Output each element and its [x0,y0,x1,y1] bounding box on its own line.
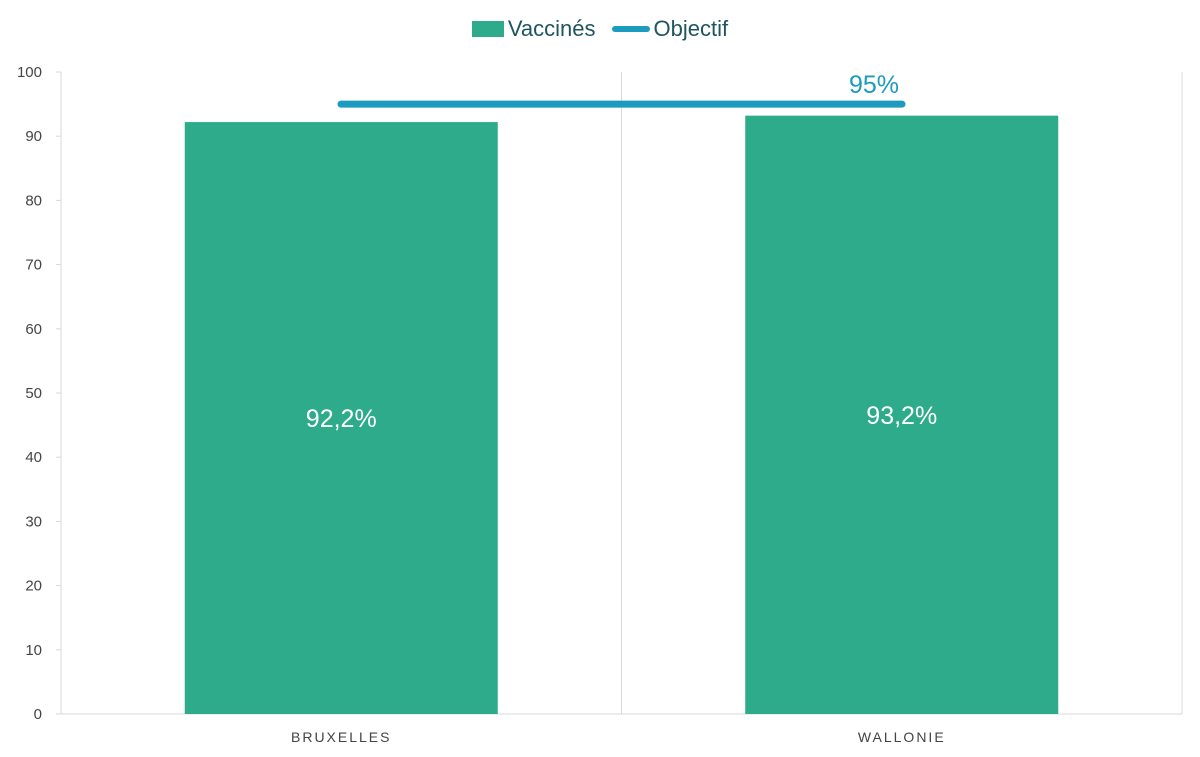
bar-value-label: 93,2% [866,402,937,430]
legend-swatch-objectif [611,26,650,32]
legend-item-vaccines: Vaccinés [471,16,596,42]
y-tick-label: 60 [25,321,42,338]
legend-item-objectif: Objectif [611,16,729,42]
objectif-value-label: 95% [849,71,899,99]
bar-wallonie [745,115,1059,714]
y-tick-label: 100 [17,64,42,81]
y-tick-label: 50 [25,385,42,402]
chart-legend: Vaccinés Objectif [0,14,1200,44]
legend-label-vaccines: Vaccinés [507,16,596,41]
y-tick-label: 20 [25,578,42,595]
bar-value-label: 92,2% [306,405,377,433]
y-tick-label: 10 [25,642,42,659]
y-tick-label: 70 [25,257,42,274]
x-tick-label: BRUXELLES [291,729,391,745]
y-tick-label: 0 [34,706,42,723]
y-tick-label: 90 [25,128,42,145]
y-tick-label: 30 [25,513,42,530]
bar-bruxelles [184,122,498,715]
legend-label-objectif: Objectif [653,16,729,41]
y-tick-label: 40 [25,449,42,466]
legend-swatch-vaccines [471,21,504,37]
x-tick-label: WALLONIE [858,729,946,745]
y-tick-label: 80 [25,192,42,209]
